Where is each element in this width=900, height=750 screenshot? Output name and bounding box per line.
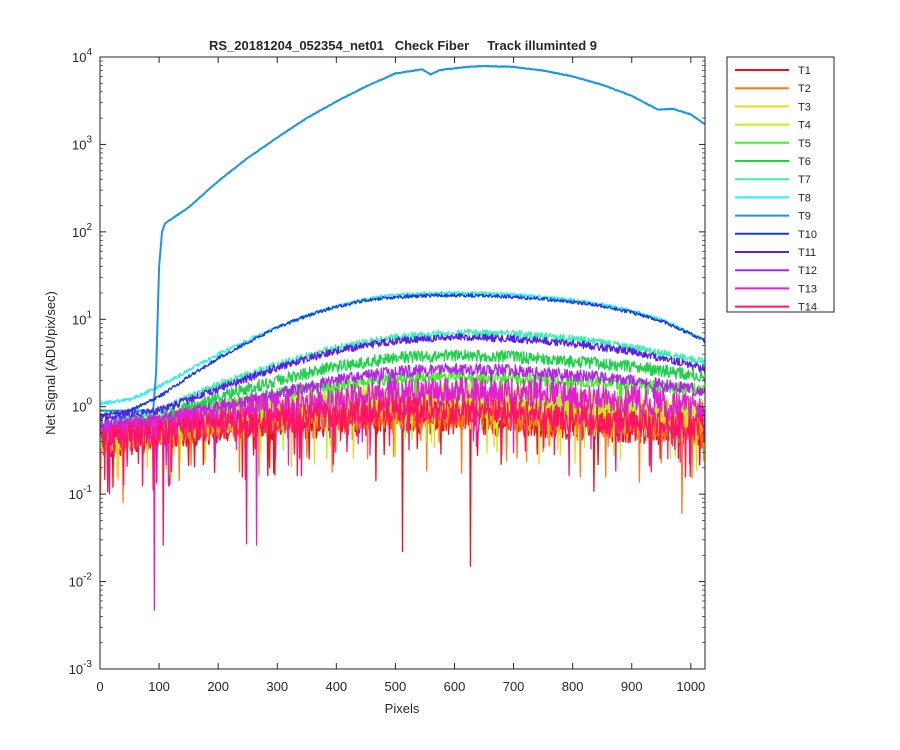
- y-tick-label: 10-3: [69, 659, 93, 677]
- x-tick-label: 200: [207, 679, 229, 694]
- legend-label: T7: [798, 174, 811, 186]
- x-tick-label: 700: [503, 679, 525, 694]
- series-line-t10: [100, 293, 705, 418]
- series-line-t8: [100, 290, 705, 406]
- legend-label: T5: [798, 138, 811, 150]
- x-tick-label: 0: [96, 679, 103, 694]
- legend-items: T1 T2 T3 T4 T5 T6 T7 T8 T9 T10 T11 T12 T13 T14: [735, 65, 817, 314]
- legend-item-t4[interactable]: T4: [735, 120, 811, 132]
- x-tick-label: 100: [148, 679, 170, 694]
- y-tick-label: 102: [72, 222, 92, 240]
- x-tick-label: 300: [266, 679, 288, 694]
- series-line-t9: [100, 64, 705, 413]
- legend-label: T14: [798, 302, 817, 314]
- legend-item-t13[interactable]: T13: [735, 283, 817, 295]
- legend-label: T10: [798, 229, 817, 241]
- series-line-t11: [100, 332, 705, 422]
- y-axis-label: Net Signal (ADU/pix/sec): [43, 291, 58, 435]
- chart-title: RS_20181204_052354_net01 Check Fiber Tra…: [209, 38, 597, 53]
- legend-item-t14[interactable]: T14: [735, 302, 817, 314]
- y-tick-label: 104: [72, 47, 92, 65]
- x-tick-label: 500: [385, 679, 407, 694]
- x-axis-label: Pixels: [385, 701, 420, 716]
- x-tick-label: 400: [325, 679, 347, 694]
- legend-label: T3: [798, 101, 811, 113]
- legend-label: T12: [798, 265, 817, 277]
- legend-item-t7[interactable]: T7: [735, 174, 811, 186]
- plot-area: [99, 56, 706, 670]
- legend-item-t6[interactable]: T6: [735, 156, 811, 168]
- y-tick-label: 101: [72, 309, 92, 327]
- legend-item-t8[interactable]: T8: [735, 192, 811, 204]
- y-tick-label: 103: [72, 134, 92, 152]
- plot-frame: [99, 56, 706, 670]
- x-axis: 0 100 200 300 400 500 600 700 800 900 1000: [96, 57, 705, 694]
- legend-item-t10[interactable]: T10: [735, 229, 817, 241]
- legend-label: T4: [798, 120, 811, 132]
- x-tick-label: 1000: [676, 679, 705, 694]
- y-tick-label: 10-2: [69, 572, 93, 590]
- legend-label: T2: [798, 83, 811, 95]
- legend-item-t11[interactable]: T11: [735, 247, 816, 259]
- plot-background: [100, 57, 705, 669]
- y-tick-label: 100: [72, 397, 92, 415]
- legend-item-t9[interactable]: T9: [735, 211, 811, 223]
- series-line-t14: [100, 396, 705, 546]
- x-tick-label: 800: [562, 679, 584, 694]
- y-axis: 10-3 10-2 10-1 100 101 102 103 104: [69, 47, 705, 677]
- y-tick-label: 10-1: [69, 484, 93, 502]
- legend[interactable]: T1 T2 T3 T4 T5 T6 T7 T8 T9 T10 T11 T12 T13 T14: [726, 56, 835, 314]
- legend-item-t1[interactable]: T1: [735, 65, 811, 77]
- series-line-t7: [100, 328, 705, 427]
- legend-label: T13: [798, 283, 817, 295]
- series-line-t6: [100, 349, 705, 436]
- legend-item-t3[interactable]: T3: [735, 101, 811, 113]
- series-line-t13: [100, 377, 705, 611]
- x-tick-label: 900: [621, 679, 643, 694]
- legend-label: T9: [798, 211, 811, 223]
- legend-label: T6: [798, 156, 811, 168]
- legend-label: T11: [798, 247, 816, 259]
- legend-item-t2[interactable]: T2: [735, 83, 811, 95]
- x-tick-label: 600: [444, 679, 466, 694]
- legend-item-t12[interactable]: T12: [735, 265, 817, 277]
- legend-label: T1: [798, 65, 811, 77]
- legend-label: T8: [798, 192, 811, 204]
- legend-item-t5[interactable]: T5: [735, 138, 811, 150]
- legend-box: [726, 56, 835, 313]
- series-layer: [100, 64, 705, 611]
